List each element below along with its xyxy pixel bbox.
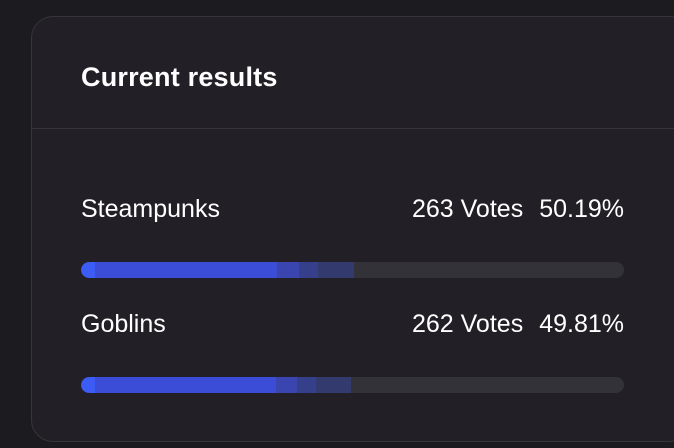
results-card: Current results Steampunks 263 Votes 50.… [31,16,674,442]
vote-count: 262 Votes [411,310,524,338]
progress-fill [81,262,354,278]
vote-percent: 50.19% [539,195,624,223]
option-name: Goblins [81,310,166,338]
progress-fill [81,377,352,393]
results-list: Steampunks 263 Votes 50.19% Goblins 262 … [81,193,624,423]
option-name: Steampunks [81,195,220,223]
progress-segment [297,377,317,393]
option-stats: 263 Votes 50.19% [412,193,624,225]
progress-segment [81,377,95,393]
progress-segment [94,377,276,393]
result-row: Steampunks 263 Votes 50.19% [81,193,624,225]
vote-percent: 49.81% [539,310,624,338]
progress-segment [277,262,300,278]
progress-segment [299,262,319,278]
progress-segment [275,377,298,393]
card-header: Current results [32,17,674,129]
result-row: Goblins 262 Votes 49.81% [81,308,624,340]
progress-segment [316,377,352,393]
card-title: Current results [81,62,278,92]
progress-segment [94,262,278,278]
result-item-steampunks: Steampunks 263 Votes 50.19% [81,193,624,308]
progress-segment [318,262,354,278]
result-item-goblins: Goblins 262 Votes 49.81% [81,308,624,423]
progress-segment [81,262,95,278]
option-stats: 262 Votes 49.81% [412,308,624,340]
vote-count: 263 Votes [411,195,524,223]
progress-track [81,377,624,393]
progress-track [81,262,624,278]
